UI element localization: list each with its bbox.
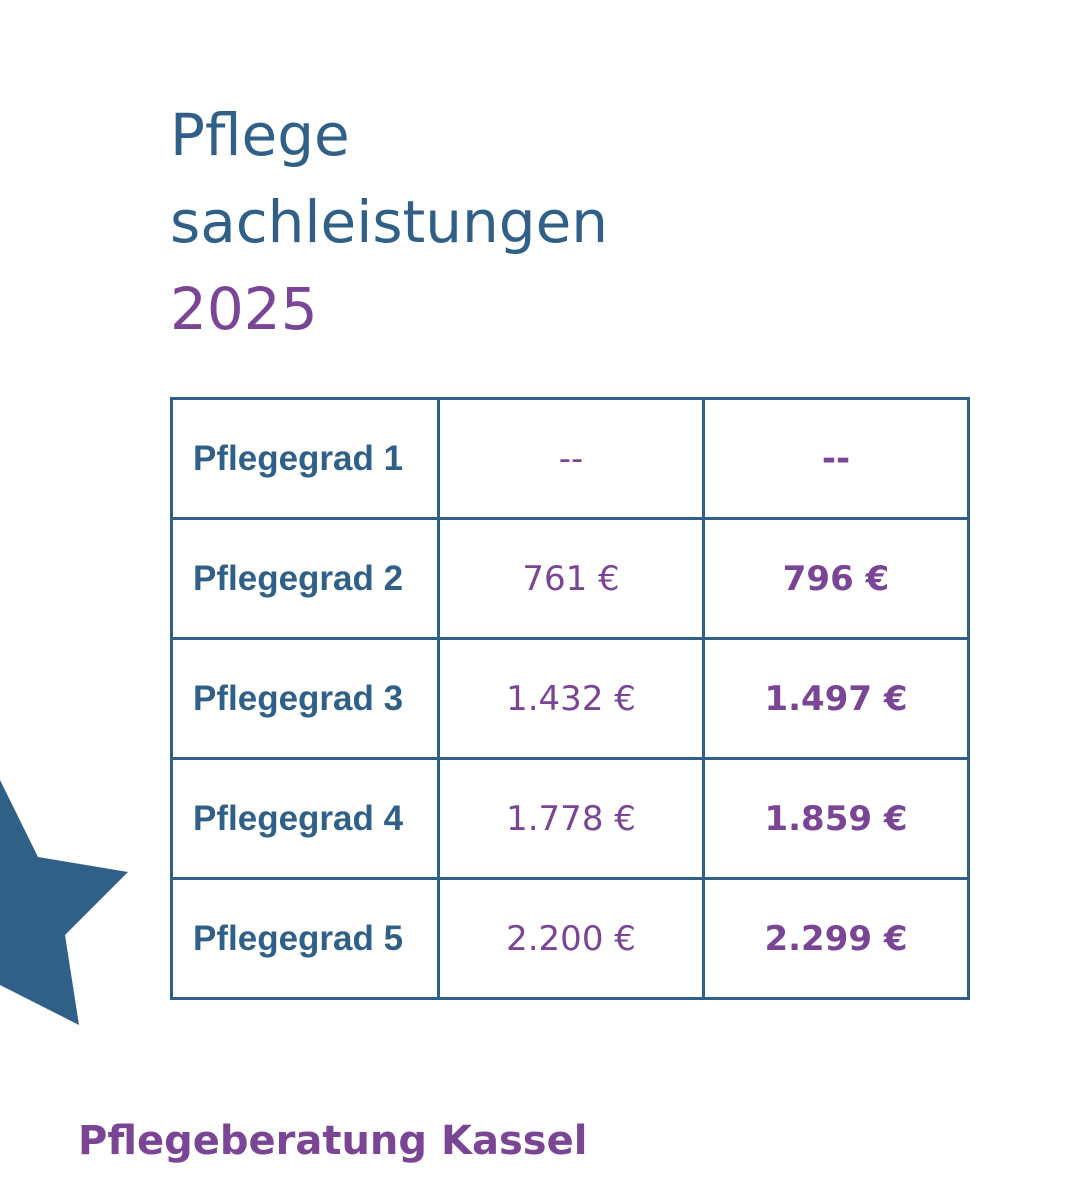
title-year: 2025 — [170, 275, 318, 343]
table-row: Pflegegrad 2 761 € 796 € — [170, 517, 970, 640]
table-row: Pflegegrad 3 1.432 € 1.497 € — [170, 637, 970, 760]
table-row: Pflegegrad 4 1.778 € 1.859 € — [170, 757, 970, 880]
grade-cell: Pflegegrad 4 — [170, 757, 440, 880]
title-line-1: Pflege — [170, 101, 350, 169]
star-icon — [0, 780, 128, 1025]
footer-brand: Pflegeberatung Kassel — [78, 1118, 588, 1164]
benefits-table: Pflegegrad 1 -- -- Pflegegrad 2 761 € 79… — [170, 397, 970, 1000]
amount-old-cell: 761 € — [437, 517, 705, 640]
amount-old-cell: 1.778 € — [437, 757, 705, 880]
page-title: Pflege sachleistungen 2025 — [170, 92, 608, 353]
title-line-2: sachleistungen — [170, 188, 609, 256]
amount-new-cell: 796 € — [702, 517, 970, 640]
amount-old-cell: -- — [437, 397, 705, 520]
amount-new-cell: -- — [702, 397, 970, 520]
grade-cell: Pflegegrad 1 — [170, 397, 440, 520]
grade-cell: Pflegegrad 3 — [170, 637, 440, 760]
amount-old-cell: 2.200 € — [437, 877, 705, 1000]
amount-new-cell: 1.497 € — [702, 637, 970, 760]
grade-cell: Pflegegrad 2 — [170, 517, 440, 640]
grade-cell: Pflegegrad 5 — [170, 877, 440, 1000]
amount-new-cell: 2.299 € — [702, 877, 970, 1000]
amount-new-cell: 1.859 € — [702, 757, 970, 880]
table-row: Pflegegrad 1 -- -- — [170, 397, 970, 520]
amount-old-cell: 1.432 € — [437, 637, 705, 760]
table-row: Pflegegrad 5 2.200 € 2.299 € — [170, 877, 970, 1000]
